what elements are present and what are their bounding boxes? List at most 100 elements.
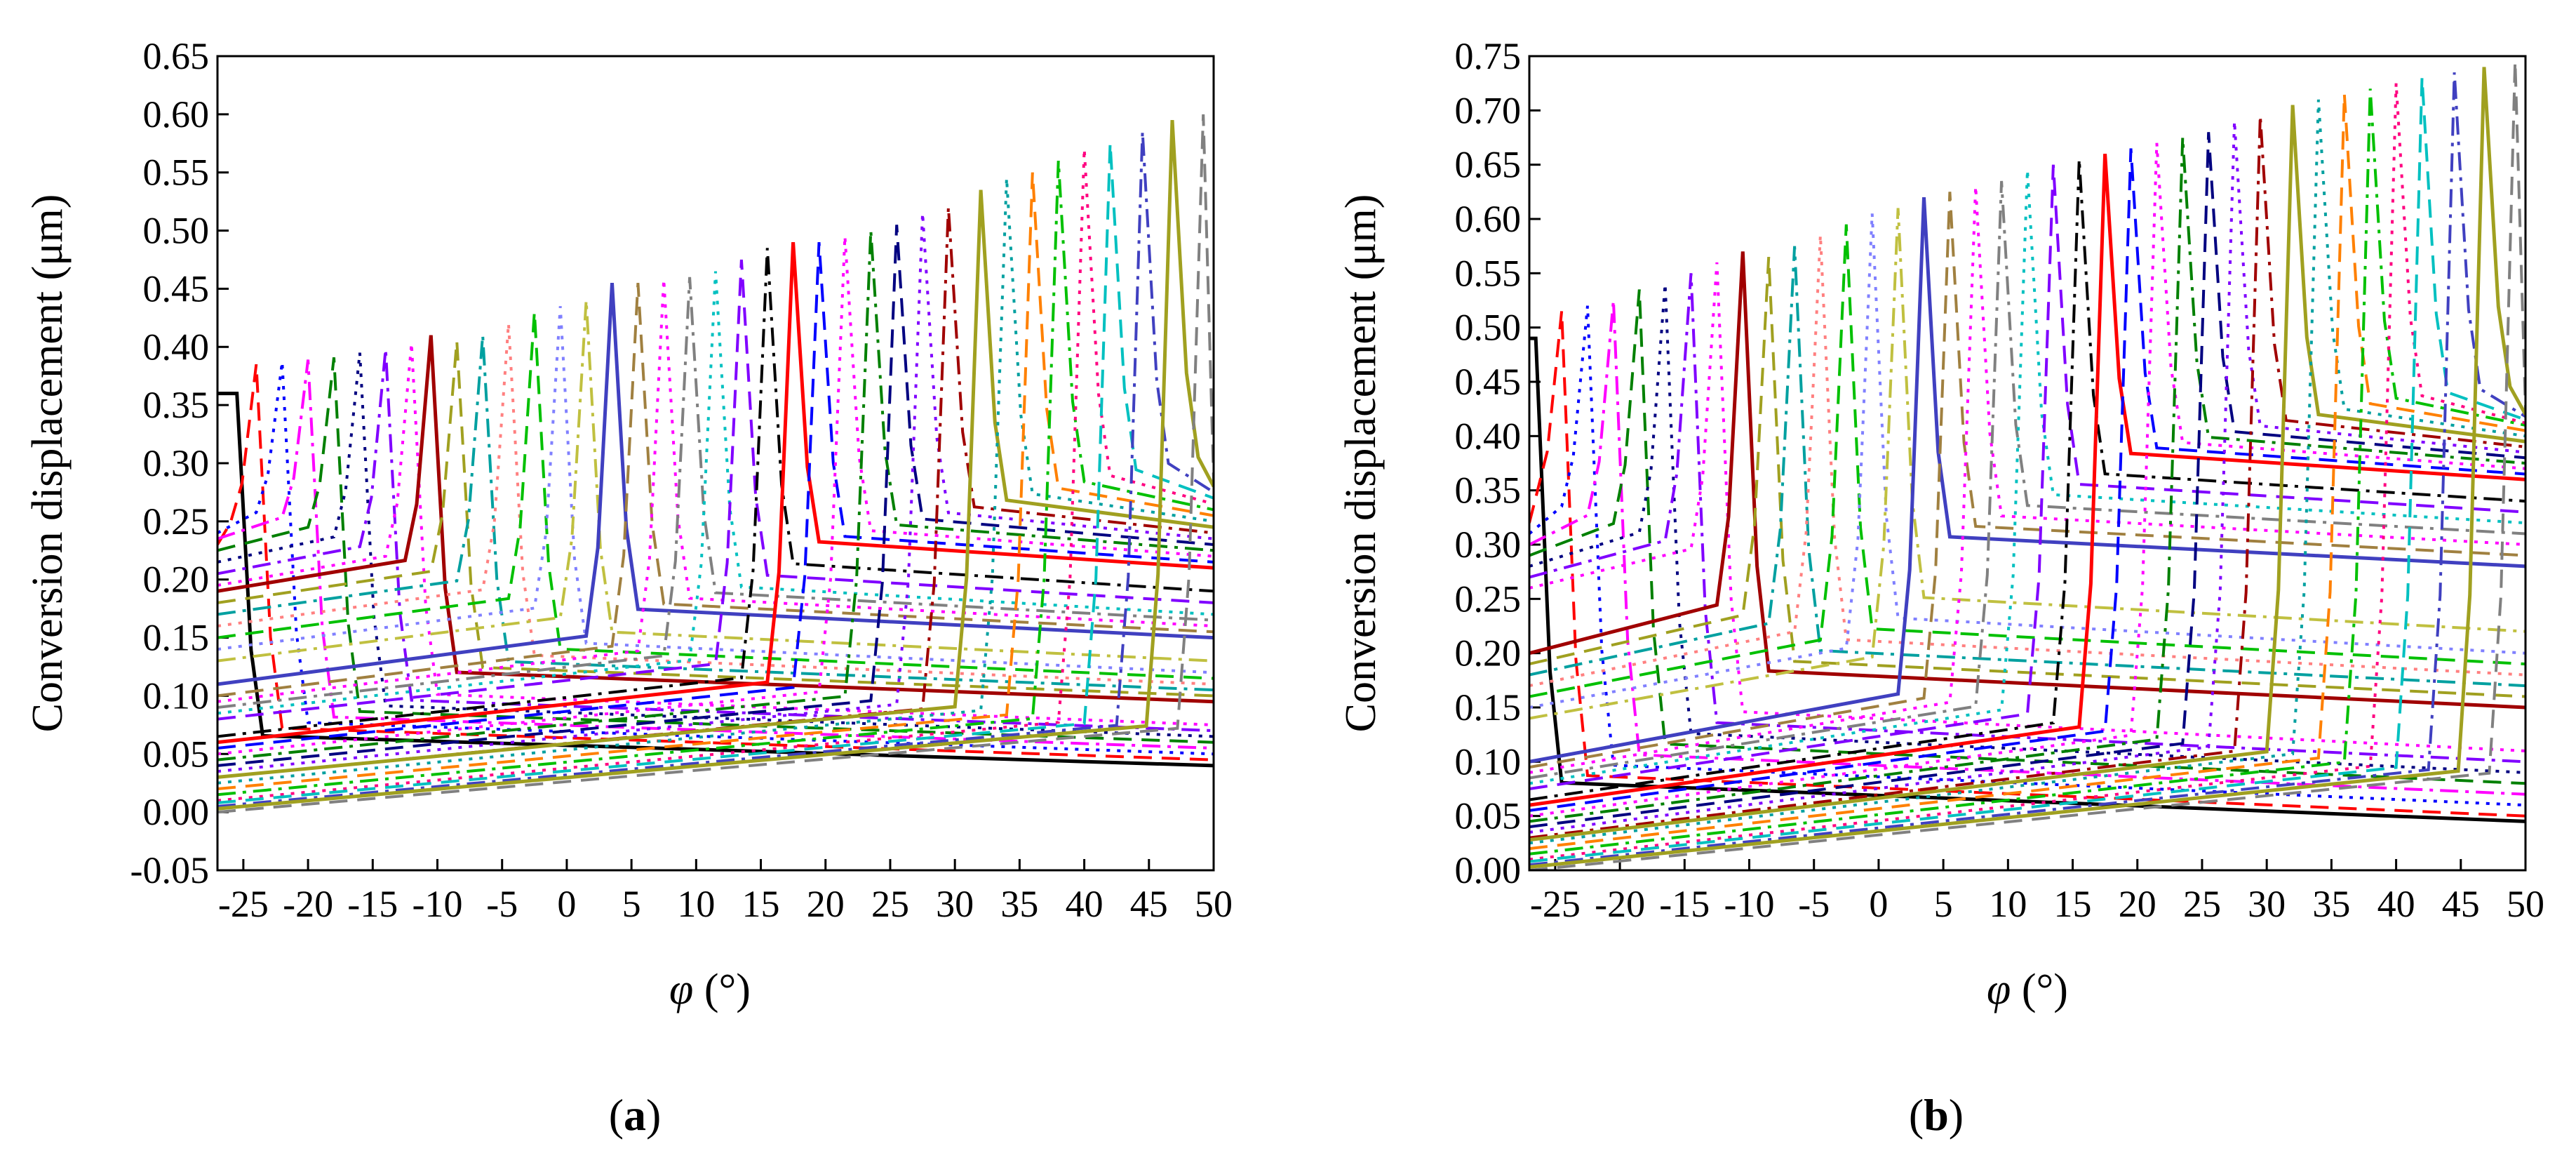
y-tick-label-b: 0.00 bbox=[1455, 849, 1522, 891]
series-curve-2-b bbox=[1529, 311, 2525, 818]
series-group-a bbox=[217, 114, 1214, 814]
series-curve-14-b bbox=[1529, 213, 2525, 709]
x-ticks-a: -25 -20 -15 -10 -5 0 5 10 15 20 25 30 35 40 45 50 bbox=[218, 859, 1233, 925]
panel-letter-b: b bbox=[1924, 1090, 1949, 1140]
series-curve-8-b bbox=[1529, 262, 2525, 752]
x-tick-label-b: -25 bbox=[1530, 883, 1581, 925]
series-curve-1-b bbox=[1529, 336, 2525, 823]
series-curve-6-a bbox=[217, 352, 1214, 738]
y-tick-label-a: 0.15 bbox=[143, 617, 210, 659]
y-axis-title-b: Conversion displacement (μm) bbox=[1337, 194, 1385, 733]
y-tick-label-a: 0.00 bbox=[143, 791, 210, 833]
series-curve-18-b bbox=[1529, 186, 2525, 774]
series-curve-32-a bbox=[217, 172, 1214, 790]
x-tick-label-a: 0 bbox=[557, 883, 576, 925]
y-tick-label-b: 0.30 bbox=[1455, 524, 1522, 566]
series-curve-37-b bbox=[1529, 67, 2525, 869]
series-curve-36-a bbox=[217, 131, 1214, 808]
series-curve-38-a bbox=[217, 114, 1214, 814]
y-tick-label-a: 0.20 bbox=[143, 559, 210, 601]
y-tick-label-a: 0.10 bbox=[143, 674, 210, 717]
series-curve-22-b bbox=[1529, 159, 2525, 801]
series-curve-4-a bbox=[217, 359, 1214, 750]
x-tick-label-a: 40 bbox=[1066, 883, 1103, 925]
y-tick-label-b: 0.50 bbox=[1455, 307, 1522, 349]
series-curve-26-b bbox=[1529, 137, 2525, 823]
series-curve-17-b bbox=[1529, 192, 2525, 769]
y-tick-label-b: 0.40 bbox=[1455, 415, 1522, 457]
series-curve-19-a bbox=[217, 277, 1214, 709]
series-curve-22-a bbox=[217, 248, 1214, 738]
y-tick-label-b: 0.10 bbox=[1455, 740, 1522, 783]
plot-frame-b bbox=[1528, 55, 2527, 872]
series-curve-5-b bbox=[1529, 289, 2525, 785]
y-tick-label-b: 0.75 bbox=[1455, 35, 1522, 77]
series-curve-36-b bbox=[1529, 72, 2525, 867]
x-tick-label-b: 40 bbox=[2377, 883, 2415, 925]
x-tick-label-a: 35 bbox=[1000, 883, 1038, 925]
series-curve-24-b bbox=[1529, 148, 2525, 812]
y-tick-label-a: -0.05 bbox=[130, 849, 209, 891]
panel-label-a: (a) bbox=[609, 1090, 662, 1140]
y-tick-label-b: 0.65 bbox=[1455, 144, 1522, 186]
series-curve-32-b bbox=[1529, 93, 2525, 851]
y-tick-label-a: 0.60 bbox=[143, 93, 210, 135]
y-tick-label-b: 0.45 bbox=[1455, 361, 1522, 403]
series-curve-3-b bbox=[1529, 305, 2525, 807]
x-tick-label-a: -5 bbox=[486, 883, 518, 925]
x-tick-label-a: 50 bbox=[1195, 883, 1233, 925]
series-curve-7-a bbox=[217, 349, 1214, 733]
x-axis-symbol-a: φ bbox=[669, 966, 693, 1013]
x-tick-label-a: -10 bbox=[412, 883, 463, 925]
series-curve-13-a bbox=[217, 312, 1214, 680]
y-tick-label-a: 0.45 bbox=[143, 267, 210, 310]
y-tick-label-a: 0.40 bbox=[143, 326, 210, 368]
series-curve-15-b bbox=[1529, 208, 2525, 720]
series-curve-14-a bbox=[217, 306, 1214, 674]
plot-frame-a bbox=[216, 55, 1215, 872]
series-curve-24-a bbox=[217, 241, 1214, 750]
x-tick-label-a: 15 bbox=[742, 883, 780, 925]
series-curve-28-a bbox=[217, 213, 1214, 773]
x-tick-label-b: 0 bbox=[1869, 883, 1888, 925]
y-tick-label-b: 0.25 bbox=[1455, 578, 1522, 620]
series-curve-23-a bbox=[217, 241, 1214, 745]
series-curve-33-b bbox=[1529, 88, 2525, 856]
x-tick-label-b: -10 bbox=[1724, 883, 1775, 925]
y-ticks-a: -0.05 0.00 0.05 0.10 0.15 0.20 0.25 0.30 0.35 0.4… bbox=[130, 35, 229, 891]
series-curve-34-b bbox=[1529, 83, 2525, 861]
series-curve-10-b bbox=[1529, 256, 2525, 698]
panel-b: Conversion displacement (μm) 0.00 0.05 0.1… bbox=[1337, 35, 2544, 1140]
y-ticks-b: 0.00 0.05 0.10 0.15 0.20 0.25 0.30 0.35 0.40 0.45… bbox=[1455, 35, 1541, 891]
y-tick-label-a: 0.25 bbox=[143, 500, 210, 543]
series-curve-34-a bbox=[217, 149, 1214, 802]
x-tick-label-b: 30 bbox=[2248, 883, 2286, 925]
series-curve-21-b bbox=[1529, 164, 2525, 790]
series-group-b bbox=[1529, 61, 2525, 870]
x-tick-label-b: 20 bbox=[2119, 883, 2156, 925]
series-curve-20-a bbox=[217, 271, 1214, 715]
series-curve-21-a bbox=[217, 259, 1214, 721]
x-tick-label-a: -25 bbox=[218, 883, 269, 925]
panel-label-b: (b) bbox=[1909, 1090, 1964, 1140]
x-ticks-b: -25 -20 -15 -10 -5 0 5 10 15 20 25 30 35 40 45 50 bbox=[1530, 859, 2544, 925]
x-tick-label-a: 20 bbox=[807, 883, 845, 925]
x-tick-label-b: -5 bbox=[1798, 883, 1830, 925]
series-curve-9-a bbox=[217, 335, 1214, 704]
series-curve-2-a bbox=[217, 364, 1214, 761]
series-curve-17-a bbox=[217, 282, 1214, 698]
y-tick-label-a: 0.55 bbox=[143, 152, 210, 194]
series-curve-7-b bbox=[1529, 273, 2525, 764]
y-tick-label-b: 0.20 bbox=[1455, 632, 1522, 674]
x-tick-label-a: 45 bbox=[1130, 883, 1168, 925]
y-tick-label-a: 0.30 bbox=[143, 442, 210, 484]
series-curve-27-a bbox=[217, 225, 1214, 767]
series-curve-29-b bbox=[1529, 115, 2525, 839]
series-curve-19-b bbox=[1529, 180, 2525, 780]
series-curve-30-b bbox=[1529, 105, 2525, 842]
x-tick-label-b: 50 bbox=[2507, 883, 2544, 925]
y-tick-label-b: 0.05 bbox=[1455, 795, 1522, 837]
series-curve-3-a bbox=[217, 361, 1214, 756]
series-curve-37-a bbox=[217, 119, 1214, 811]
x-tick-label-b: 35 bbox=[2312, 883, 2350, 925]
